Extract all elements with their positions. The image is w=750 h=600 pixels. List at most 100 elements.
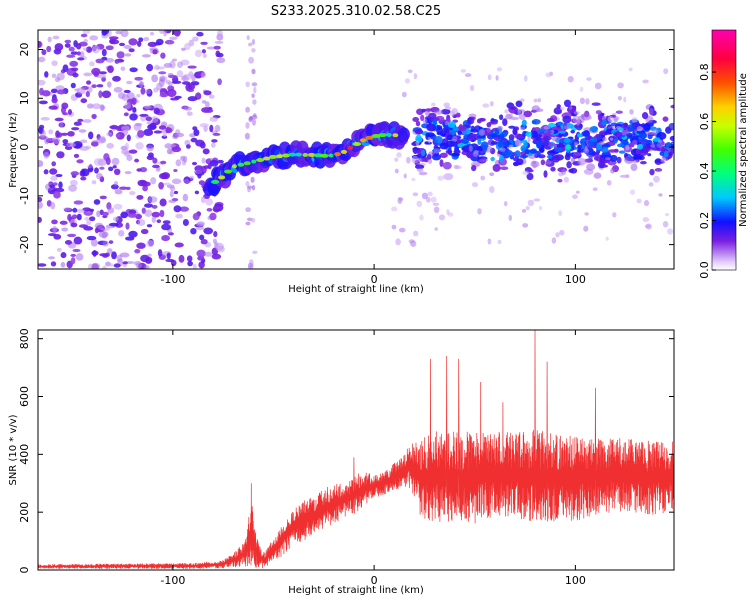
noise-cell [538, 205, 543, 211]
noise-cell [527, 135, 531, 143]
energy-cell [669, 124, 674, 129]
noise-cell [209, 212, 217, 221]
noise-cell [667, 228, 674, 235]
energy-cell [584, 158, 594, 163]
noise-cell [157, 249, 163, 257]
energy-cell [499, 133, 505, 140]
energy-cell [459, 125, 467, 132]
energy-cell [523, 110, 533, 118]
noise-cell [190, 227, 197, 235]
energy-cell [434, 136, 443, 144]
noise-cell [108, 36, 119, 40]
energy-cell [638, 132, 648, 139]
noise-cell [209, 124, 214, 133]
noise-cell [251, 119, 257, 126]
noise-cell [161, 223, 172, 231]
noise-cell [134, 158, 140, 163]
energy-cell [501, 150, 512, 155]
colorbar-gradient [711, 29, 737, 271]
energy-cell [562, 115, 572, 124]
energy-cell [452, 126, 459, 131]
energy-cell [512, 127, 518, 136]
noise-cell [433, 206, 440, 214]
energy-cell [647, 133, 653, 140]
noise-cell [532, 162, 537, 169]
noise-cell [48, 105, 58, 110]
noise-cell [40, 117, 50, 121]
energy-cell [558, 139, 565, 143]
energy-cell [609, 154, 618, 162]
energy-cell [577, 148, 586, 153]
noise-cell [508, 144, 514, 149]
noise-cell [82, 47, 88, 51]
noise-cell [156, 66, 165, 70]
noise-cell [573, 142, 578, 146]
noise-cell [136, 40, 142, 47]
energy-cell [420, 114, 425, 122]
spectrogram-frame [37, 29, 675, 270]
colorbar: 0.0 0.2 0.4 0.6 0.8 Normalized spectral ampl… [698, 29, 749, 279]
energy-cell [591, 102, 601, 106]
noise-cell [53, 233, 62, 240]
noise-cell [129, 67, 138, 73]
noise-cell [59, 122, 64, 128]
noise-cell [411, 177, 416, 182]
noise-cell [146, 239, 155, 248]
noise-cell [617, 95, 622, 101]
noise-cell [158, 181, 164, 190]
energy-cell [557, 121, 563, 126]
noise-cell [118, 42, 126, 47]
energy-cell [551, 155, 560, 163]
noise-cell [253, 86, 257, 94]
noise-cell [216, 52, 224, 58]
noise-cell [525, 206, 530, 211]
noise-cell [50, 88, 58, 94]
noise-cell [83, 72, 92, 77]
noise-cell [166, 148, 173, 155]
noise-cell [186, 111, 193, 116]
noise-cell [128, 38, 138, 46]
noise-cell [413, 73, 418, 80]
noise-cell [61, 102, 69, 110]
noise-cell [143, 36, 150, 42]
energy-cell [515, 100, 523, 108]
noise-cell [58, 181, 63, 189]
noise-cell [650, 144, 656, 148]
energy-cell [428, 112, 437, 120]
noise-cell [426, 196, 431, 203]
noise-cell [623, 96, 627, 103]
noise-cell [584, 146, 588, 152]
noise-cell [90, 262, 101, 269]
ridge-peak [359, 138, 367, 143]
noise-cell [173, 205, 182, 213]
noise-cell [561, 169, 567, 176]
noise-cell [213, 45, 221, 50]
noise-cell [499, 147, 506, 152]
noise-cell [412, 230, 419, 237]
energy-cell [621, 123, 629, 127]
energy-cell [538, 147, 545, 153]
noise-cell [153, 130, 162, 134]
noise-cell [158, 125, 167, 130]
energy-cell [451, 140, 458, 147]
energy-cell [645, 131, 655, 135]
noise-cell [124, 142, 129, 151]
noise-cell [55, 173, 63, 178]
energy-cell [490, 156, 495, 162]
noise-cell [208, 94, 215, 99]
energy-cell [570, 129, 575, 134]
noise-cell [76, 208, 85, 213]
snr-series-line [38, 330, 674, 569]
noise-cell [71, 67, 79, 72]
noise-cell [47, 256, 56, 260]
energy-cell [411, 155, 419, 164]
noise-cell [416, 200, 423, 207]
noise-cell [67, 213, 72, 222]
noise-cell [464, 73, 472, 78]
noise-cell [195, 226, 205, 231]
energy-cell [516, 158, 524, 166]
noise-cell [452, 135, 458, 142]
noise-cell [79, 139, 88, 144]
snr-xlabel: Height of straight line (km) [288, 585, 424, 596]
noise-cell [182, 193, 189, 202]
